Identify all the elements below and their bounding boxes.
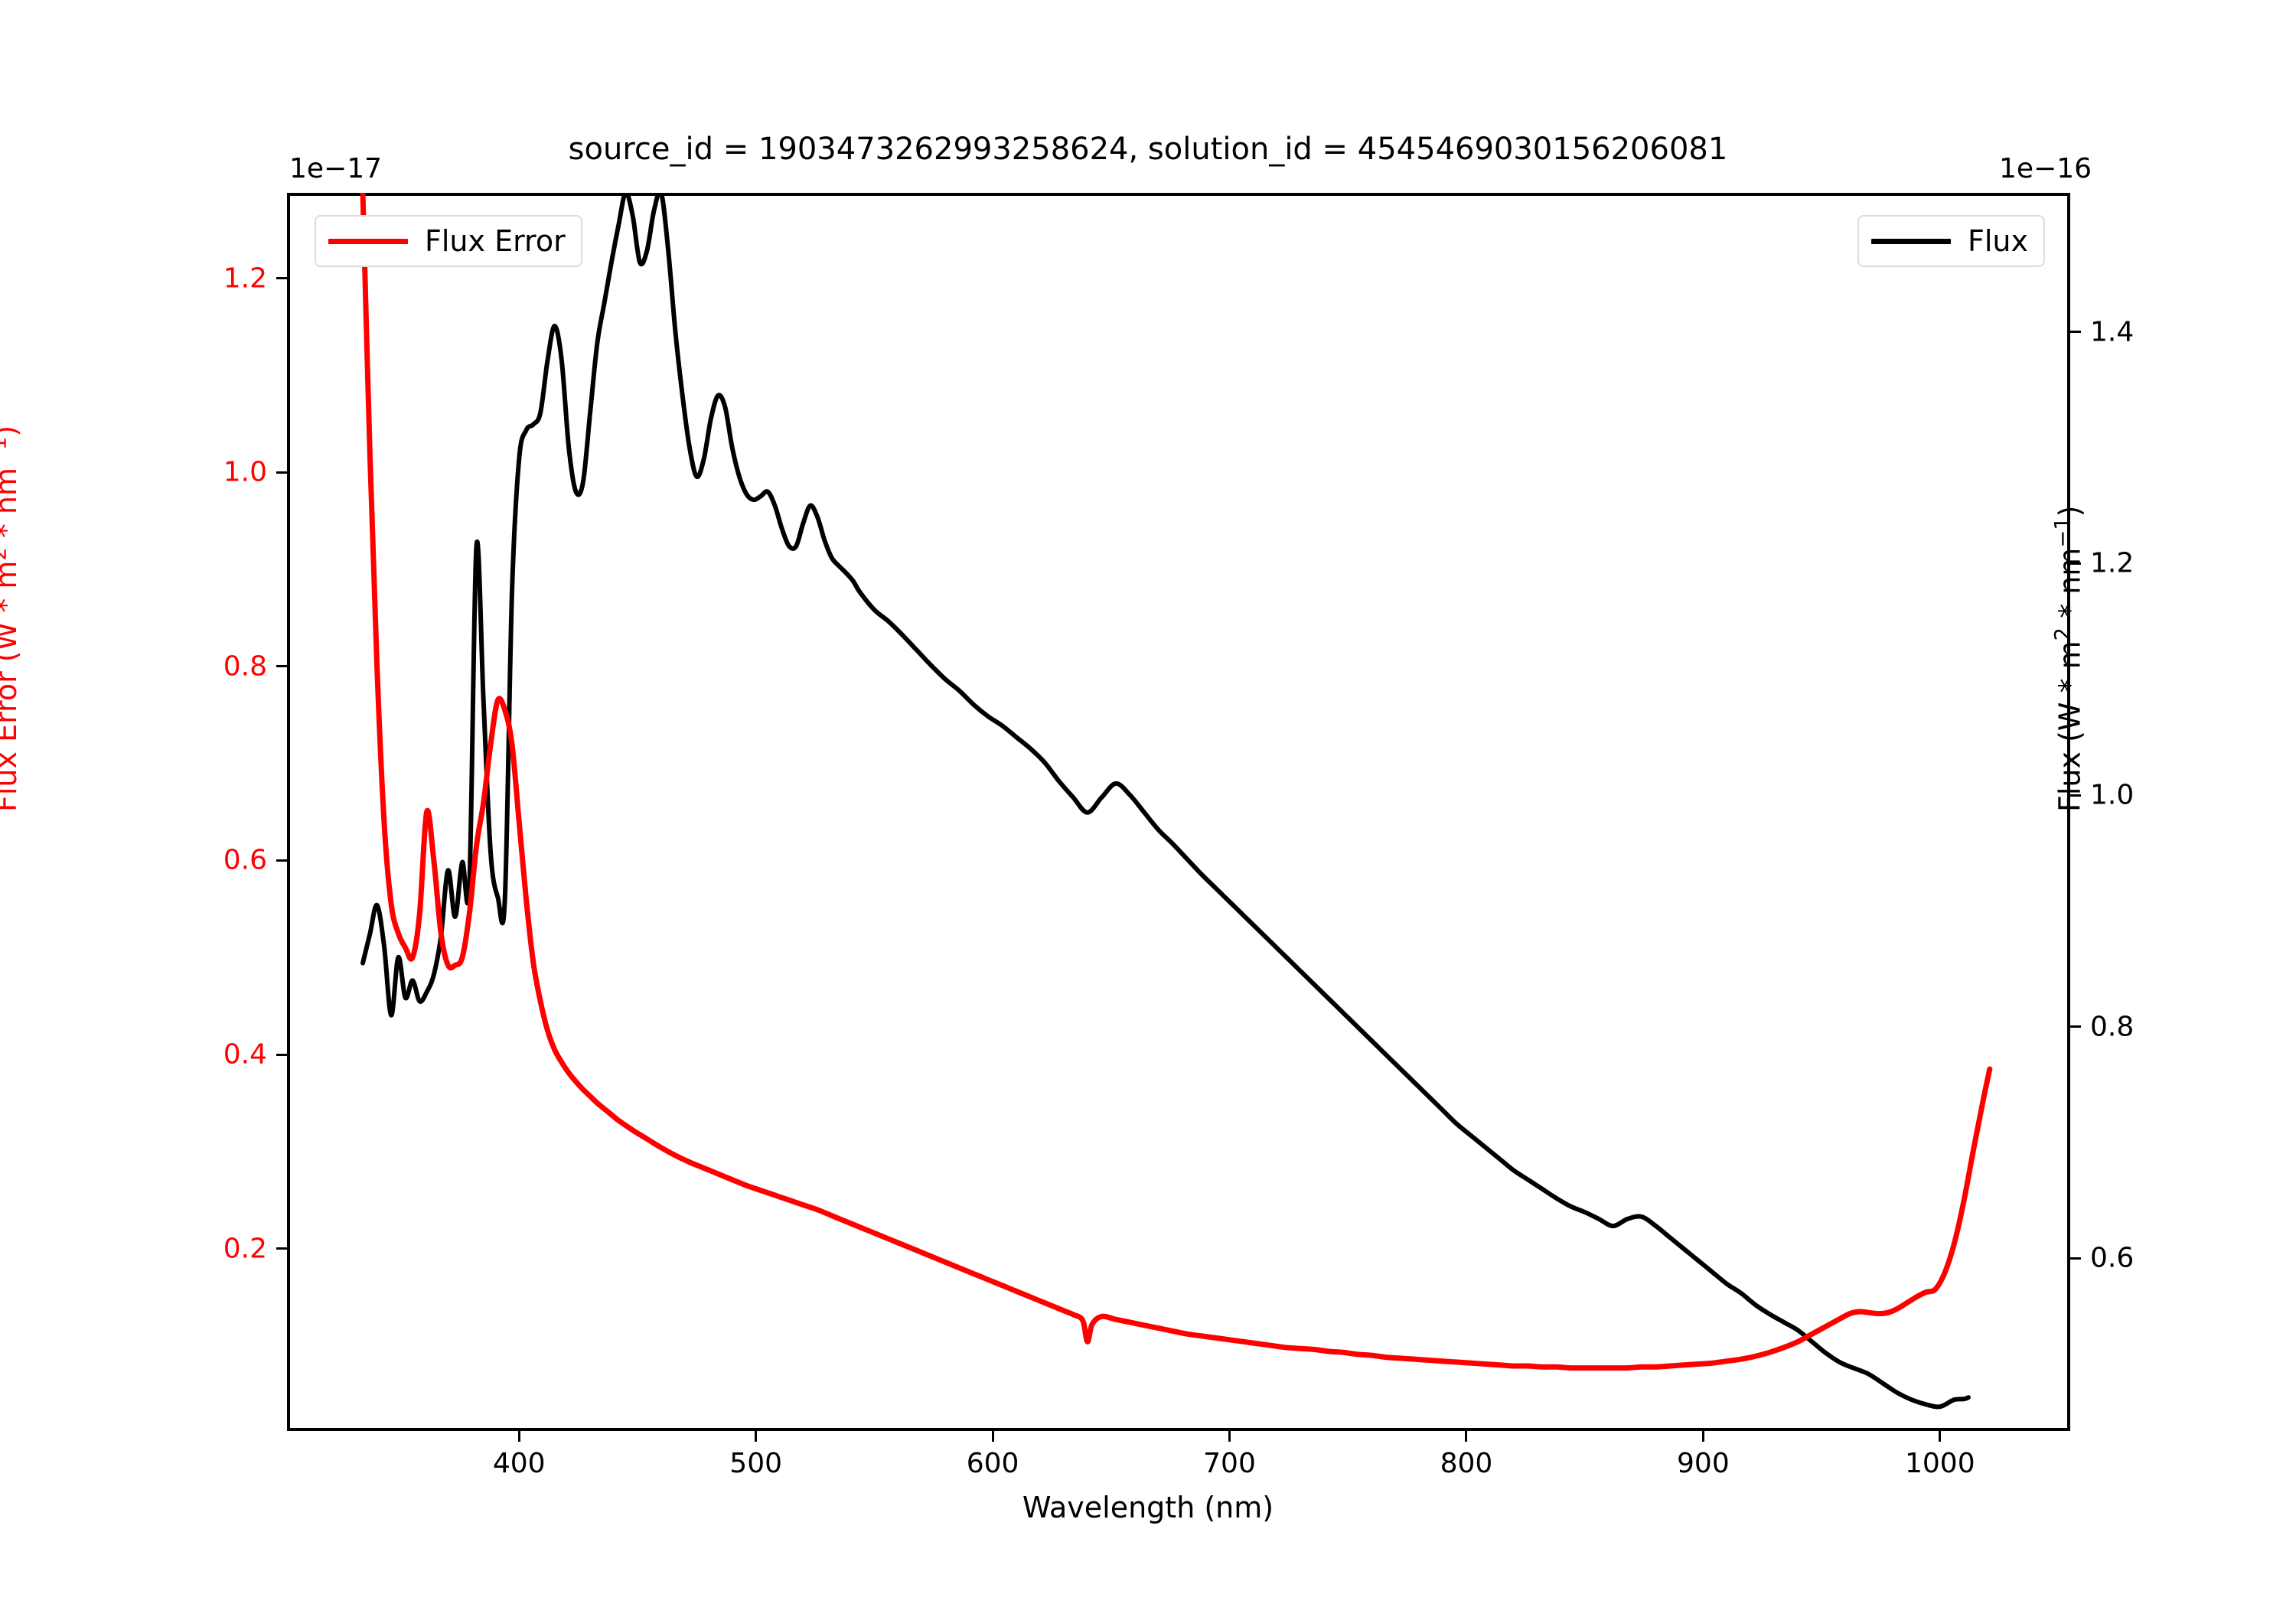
flux-line (360, 193, 1971, 1410)
left-y-tick-label: 1.0 (223, 456, 267, 488)
left-y-axis-label-sup2: −1 (0, 436, 11, 468)
legend-flux-label: Flux (1968, 224, 2028, 258)
right-y-axis-label-sup2: −1 (2050, 517, 2075, 548)
right-axis-offset-text: 1e−16 (1999, 153, 2092, 184)
right-y-tick (2070, 1257, 2081, 1260)
left-y-axis-label-text: Flux Error (W * m (0, 561, 24, 812)
left-y-tick-label: 0.8 (223, 650, 267, 683)
left-y-tick-label: 0.4 (223, 1038, 267, 1071)
left-y-axis-label: Flux Error (W * m2 * nm−1) (0, 425, 23, 812)
right-y-tick-label: 1.4 (2090, 316, 2135, 348)
legend-flux-swatch (1871, 238, 1951, 244)
right-y-tick (2070, 331, 2081, 334)
left-y-tick (276, 471, 287, 474)
left-y-tick (276, 859, 287, 862)
left-y-tick-label: 1.2 (223, 262, 267, 295)
x-tick (755, 1431, 758, 1442)
x-tick-label: 900 (1677, 1448, 1730, 1479)
x-tick (1465, 1431, 1468, 1442)
x-tick (991, 1431, 994, 1442)
x-axis-label: Wavelength (nm) (1022, 1491, 1274, 1524)
right-y-axis-label-sup1: 2 (2050, 627, 2075, 641)
left-y-axis-label-end: ) (0, 425, 23, 437)
right-y-tick (2070, 1025, 2081, 1028)
legend-flux-error-swatch (328, 238, 408, 244)
x-tick (1701, 1431, 1704, 1442)
x-tick-label: 800 (1440, 1448, 1493, 1479)
right-y-tick-label: 0.6 (2090, 1242, 2135, 1274)
left-y-tick (276, 277, 287, 280)
right-y-tick-label: 1.2 (2090, 547, 2135, 579)
x-tick (1228, 1431, 1231, 1442)
x-tick-label: 500 (729, 1448, 783, 1479)
left-y-tick-label: 0.2 (223, 1233, 267, 1265)
legend-flux-error: Flux Error (315, 215, 582, 267)
right-y-axis-label-end: ) (2053, 505, 2087, 517)
page-title: source_id = 1903473262993258624, solutio… (568, 132, 1728, 167)
right-y-axis-label: Flux (W * m2 * nm−1) (2051, 506, 2087, 813)
left-y-tick (276, 1053, 287, 1056)
right-y-tick-label: 0.8 (2090, 1011, 2135, 1043)
right-y-tick-label: 1.0 (2090, 779, 2135, 811)
legend-flux: Flux (1857, 215, 2045, 267)
right-y-axis-label-mid: * nm (2053, 547, 2087, 627)
right-y-axis-label-text: Flux (W * m (2053, 641, 2087, 812)
plot-axes-frame (287, 193, 2070, 1431)
x-tick-label: 700 (1203, 1448, 1256, 1479)
flux-error-line (360, 193, 1993, 1371)
x-tick (517, 1431, 520, 1442)
right-y-tick (2070, 794, 2081, 797)
x-tick-label: 600 (966, 1448, 1019, 1479)
plot-curves (360, 193, 1993, 1410)
left-axis-offset-text: 1e−17 (289, 153, 383, 184)
x-tick (1939, 1431, 1942, 1442)
left-y-axis-label-mid: * nm (0, 467, 24, 538)
legend-flux-error-label: Flux Error (425, 224, 566, 258)
left-y-tick-label: 0.6 (223, 844, 267, 876)
left-y-axis-label-sup1: 2 (0, 547, 11, 560)
x-tick-label: 1000 (1905, 1448, 1975, 1479)
x-tick-label: 400 (492, 1448, 546, 1479)
right-y-tick (2070, 562, 2081, 565)
left-y-tick (276, 665, 287, 668)
left-y-tick (276, 1247, 287, 1250)
